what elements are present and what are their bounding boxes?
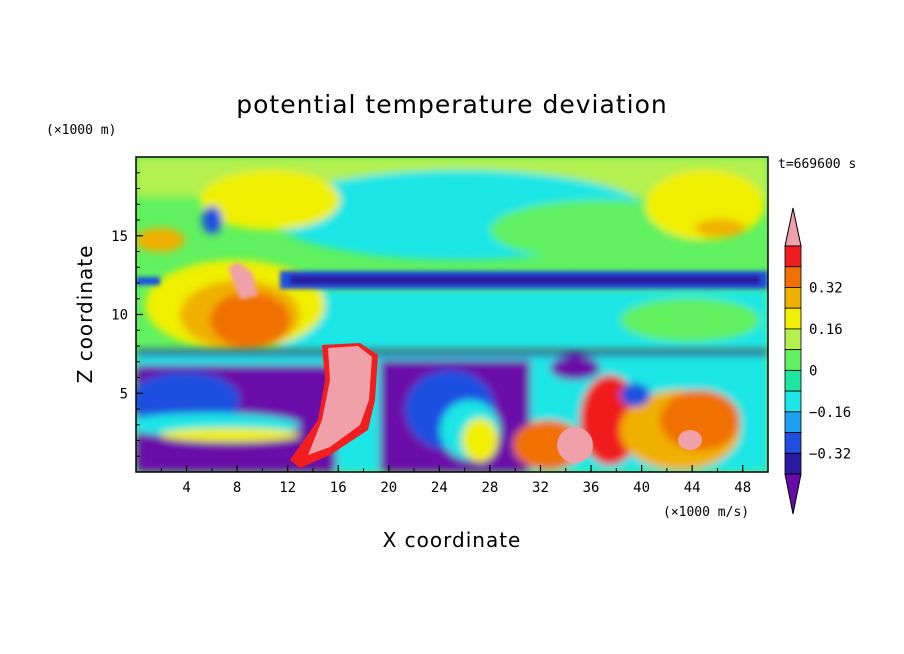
contour-field <box>136 157 768 472</box>
x-tick-label: 44 <box>684 480 701 496</box>
colorbar-segment <box>784 266 802 288</box>
lower-blue-right <box>620 383 650 407</box>
upper-yellow-left <box>200 170 340 230</box>
upper-orange-right <box>695 219 745 237</box>
colorbar-label: 0 <box>809 363 817 379</box>
x-tick-label: 32 <box>532 480 549 496</box>
colorbar-label: 0.16 <box>809 322 843 338</box>
x-axis-title: X coordinate <box>383 528 522 552</box>
x-tick-label: 4 <box>182 480 190 496</box>
warm-red <box>210 292 290 348</box>
colorbar-segment <box>784 390 802 413</box>
lower-yellow-mid <box>462 418 498 462</box>
lower-purple-right <box>550 356 600 380</box>
colorbar-extend-min <box>784 473 802 515</box>
time-label: t=669600 s <box>778 157 856 172</box>
x-tick-label: 20 <box>380 480 397 496</box>
warm-blob-far-right <box>678 430 702 450</box>
x-tick-label: 28 <box>481 480 498 496</box>
colorbar-extend-max <box>784 207 802 247</box>
x-tick-label: 8 <box>233 480 241 496</box>
x-scale-label: (×1000 m/s) <box>663 505 749 520</box>
colorbar: 0.32 0.16 0 −0.16 −0.32 <box>784 207 851 515</box>
warm-peak <box>228 262 258 300</box>
upper-orange-left <box>136 228 185 252</box>
colorbar-segment <box>784 452 802 475</box>
y-axis-title: Z coordinate <box>73 245 97 384</box>
middle-green-right <box>620 298 760 342</box>
warm-blob-right <box>557 427 593 463</box>
x-tick-label: 40 <box>633 480 650 496</box>
y-scale-label: (×1000 m) <box>46 123 116 138</box>
colorbar-segment <box>784 287 802 309</box>
blue-blob <box>202 206 222 234</box>
colorbar-segment <box>784 432 802 454</box>
colorbar-segment <box>784 307 802 330</box>
inversion-line <box>136 350 768 356</box>
colorbar-segment <box>784 411 802 433</box>
y-tick-label: 10 <box>111 308 128 324</box>
x-tick-label: 24 <box>431 480 448 496</box>
x-axis: 4 8 12 16 20 24 28 32 36 40 44 48 <box>160 465 751 496</box>
y-tick-label: 5 <box>120 386 128 402</box>
colorbar-segment <box>784 328 802 351</box>
y-axis: 5 10 15 <box>111 172 143 457</box>
colorbar-segment <box>784 369 802 392</box>
x-tick-label: 36 <box>583 480 600 496</box>
colorbar-label: −0.16 <box>809 405 851 421</box>
lower-yellow-left <box>160 428 300 442</box>
jet-core <box>290 275 760 285</box>
y-tick-label: 15 <box>111 229 128 245</box>
x-tick-label: 16 <box>330 480 347 496</box>
jet-left <box>136 277 160 285</box>
chart-title: potential temperature deviation <box>236 90 667 119</box>
x-tick-label: 48 <box>734 480 751 496</box>
colorbar-label: 0.32 <box>809 280 843 296</box>
colorbar-segment <box>784 349 802 371</box>
colorbar-segment <box>784 245 802 268</box>
x-tick-label: 12 <box>279 480 296 496</box>
warm-plume-core <box>308 346 372 455</box>
colorbar-label: −0.32 <box>809 446 851 462</box>
